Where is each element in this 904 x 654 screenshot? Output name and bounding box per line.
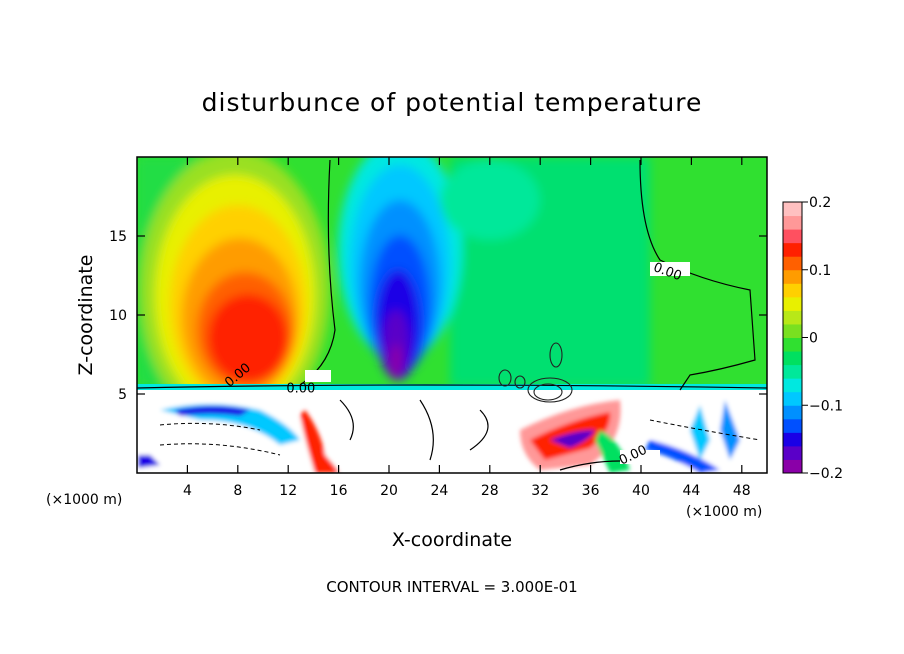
x-tick-label: 4 [183, 483, 192, 499]
colorbar-segment [783, 269, 802, 284]
y-axis-label: Z-coordinate [75, 255, 97, 376]
colorbar-segment [783, 418, 802, 433]
colorbar-segment [783, 351, 802, 366]
x-tick-label: 36 [582, 483, 600, 499]
y-tick-label: 15 [109, 229, 127, 245]
y-axis-unit: (×1000 m) [686, 504, 762, 520]
x-axis-unit: (×1000 m) [46, 492, 122, 508]
y-tick-label: 10 [109, 308, 127, 324]
contour-interval-note: CONTOUR INTERVAL = 3.000E-01 [326, 578, 577, 596]
x-tick-label: 40 [632, 483, 650, 499]
x-axis-label: X-coordinate [392, 529, 512, 551]
colorbar-segment [783, 432, 802, 447]
colorbar-segment [783, 378, 802, 393]
colorbar-segment [783, 283, 802, 298]
colorbar-tick-label: −0.2 [809, 466, 843, 482]
colorbar-segment [783, 229, 802, 244]
x-tick-label: 32 [531, 483, 549, 499]
colorbar-segment [783, 310, 802, 325]
colorbar-ticks: 0.2 0.1 0 −0.1 −0.2 [802, 195, 843, 482]
x-tick-label: 20 [380, 483, 398, 499]
colorbar-tick-label: 0 [809, 331, 818, 347]
colorbar-segment [783, 405, 802, 420]
x-tick-label: 44 [682, 483, 700, 499]
y-axis: 5 10 15 [109, 229, 767, 403]
x-tick-label: 28 [481, 483, 499, 499]
x-tick-label: 48 [733, 483, 751, 499]
colorbar-segment [783, 364, 802, 379]
x-axis: 4 8 12 16 20 24 28 32 36 40 44 48 [183, 157, 751, 499]
colorbar-tick-label: −0.1 [809, 398, 843, 414]
x-tick-label: 12 [279, 483, 297, 499]
colorbar-segment [783, 202, 802, 217]
y-tick-label: 5 [118, 387, 127, 403]
colorbar-tick-label: 0.2 [809, 195, 831, 211]
contour-label: 0.00 [286, 381, 315, 396]
colorbar-segment [783, 391, 802, 406]
x-tick-label: 16 [330, 483, 348, 499]
x-tick-label: 24 [430, 483, 448, 499]
colorbar-segment [783, 242, 802, 257]
heatmap-field [137, 157, 767, 473]
colorbar-segment [783, 445, 802, 460]
colorbar-frame [782, 201, 803, 474]
colorbar-segment [783, 296, 802, 311]
x-tick-label: 8 [233, 483, 242, 499]
colorbar-segment [783, 323, 802, 338]
colorbar-segment [783, 337, 802, 352]
colorbar-segment [783, 215, 802, 230]
chart-title: disturbunce of potential temperature [202, 88, 703, 117]
colorbar-segment [783, 256, 802, 271]
colorbar [783, 202, 802, 474]
colorbar-tick-label: 0.1 [809, 263, 831, 279]
colorbar-segment [783, 459, 802, 474]
